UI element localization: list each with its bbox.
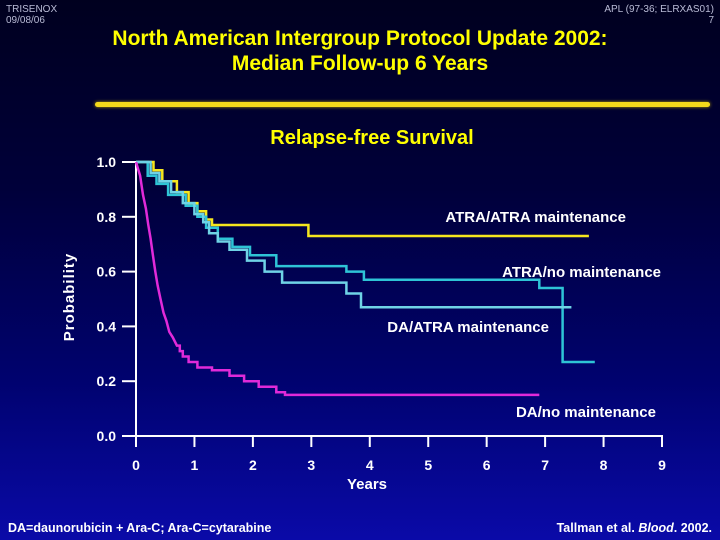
citation-journal: Blood xyxy=(638,521,674,535)
x-tick-label: 0 xyxy=(132,457,140,473)
series-label-4: DA/no maintenance xyxy=(516,404,656,421)
citation-year: . 2002. xyxy=(673,521,712,535)
study-code: APL (97-36; ELRXAS01) xyxy=(604,4,714,15)
citation-authors: Tallman et al. xyxy=(556,521,639,535)
x-tick-label: 7 xyxy=(541,457,549,473)
x-tick-label: 1 xyxy=(191,457,199,473)
slide-title: North American Intergroup Protocol Updat… xyxy=(0,26,720,76)
x-axis-label: Years xyxy=(347,476,387,493)
y-tick-label: 0.2 xyxy=(97,373,117,389)
axes: 0.0 0.2 0.4 0.6 0.8 1.0 0 1 2 3 4 5 6 7 8 9 xyxy=(97,154,667,473)
x-tick-label: 2 xyxy=(249,457,257,473)
survival-curves xyxy=(134,160,595,397)
series-line-4 xyxy=(134,161,540,397)
slide-title-line2: Median Follow-up 6 Years xyxy=(231,52,489,75)
y-axis-label: Probability xyxy=(61,253,78,342)
series-line-2 xyxy=(136,160,595,364)
x-tick-label: 9 xyxy=(658,457,666,473)
abbreviation-note: DA=daunorubicin + Ara-C; Ara-C=cytarabin… xyxy=(8,521,272,535)
y-tick-label: 0.6 xyxy=(97,264,117,280)
x-tick-label: 5 xyxy=(424,457,432,473)
product-name: TRISENOX xyxy=(6,4,58,15)
y-tick-label: 0.8 xyxy=(97,209,117,225)
chart-title: Relapse-free Survival xyxy=(270,127,473,149)
x-tick-label: 6 xyxy=(483,457,491,473)
slide-code-top-left: TRISENOX 09/08/06 xyxy=(6,4,57,26)
x-tick-label: 4 xyxy=(366,457,374,473)
series-label-1: ATRA/ATRA maintenance xyxy=(445,209,626,226)
citation: Tallman et al. Blood. 2002. xyxy=(557,521,712,535)
y-tick-label: 0.4 xyxy=(97,318,117,334)
series-line-3 xyxy=(136,160,572,309)
slide-date: 09/08/06 xyxy=(6,15,45,26)
series-label-2: ATRA/no maintenance xyxy=(502,264,661,281)
slide-code-top-right: APL (97-36; ELRXAS01) 7 xyxy=(604,4,714,26)
y-tick-label: 1.0 xyxy=(97,154,117,170)
x-tick-label: 3 xyxy=(307,457,315,473)
series-label-3: DA/ATRA maintenance xyxy=(387,319,549,336)
title-divider xyxy=(95,102,710,107)
slide-title-line1: North American Intergroup Protocol Updat… xyxy=(112,27,608,50)
y-tick-label: 0.0 xyxy=(97,428,117,444)
x-tick-label: 8 xyxy=(600,457,608,473)
series-labels: ATRA/ATRA maintenance ATRA/no maintenance… xyxy=(387,209,661,421)
slide-number: 7 xyxy=(708,15,714,26)
